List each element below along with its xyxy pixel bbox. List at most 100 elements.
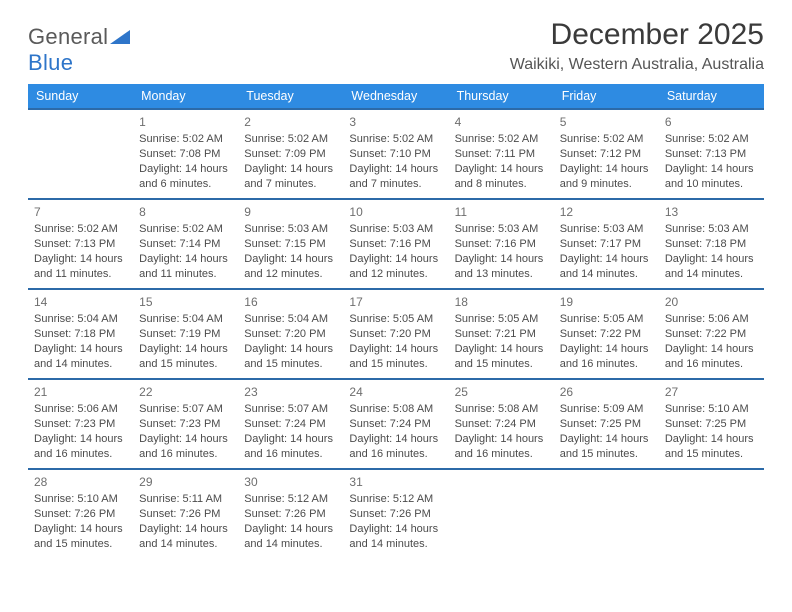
day-cell: 28Sunrise: 5:10 AMSunset: 7:26 PMDayligh… — [28, 470, 133, 558]
day-cell: 30Sunrise: 5:12 AMSunset: 7:26 PMDayligh… — [238, 470, 343, 558]
day-number: 4 — [455, 114, 548, 130]
day-cell: 2Sunrise: 5:02 AMSunset: 7:09 PMDaylight… — [238, 110, 343, 198]
day-number: 6 — [665, 114, 758, 130]
daylight-line: Daylight: 14 hours and 15 minutes. — [244, 342, 337, 372]
sunrise-line: Sunrise: 5:10 AM — [34, 492, 127, 507]
daylight-line: Daylight: 14 hours and 14 minutes. — [349, 522, 442, 552]
sunset-line: Sunset: 7:16 PM — [455, 237, 548, 252]
day-number: 22 — [139, 384, 232, 400]
day-cell: 27Sunrise: 5:10 AMSunset: 7:25 PMDayligh… — [659, 380, 764, 468]
daylight-line: Daylight: 14 hours and 11 minutes. — [139, 252, 232, 282]
sunset-line: Sunset: 7:23 PM — [34, 417, 127, 432]
daylight-line: Daylight: 14 hours and 16 minutes. — [139, 432, 232, 462]
brand-blue: Blue — [28, 50, 73, 75]
day-cell: 23Sunrise: 5:07 AMSunset: 7:24 PMDayligh… — [238, 380, 343, 468]
sunset-line: Sunset: 7:13 PM — [34, 237, 127, 252]
sunset-line: Sunset: 7:10 PM — [349, 147, 442, 162]
sunrise-line: Sunrise: 5:02 AM — [349, 132, 442, 147]
daylight-line: Daylight: 14 hours and 15 minutes. — [455, 342, 548, 372]
day-cell — [449, 470, 554, 558]
sunrise-line: Sunrise: 5:05 AM — [560, 312, 653, 327]
day-number: 31 — [349, 474, 442, 490]
day-cell — [554, 470, 659, 558]
sunrise-line: Sunrise: 5:03 AM — [455, 222, 548, 237]
sunrise-line: Sunrise: 5:02 AM — [665, 132, 758, 147]
day-number: 14 — [34, 294, 127, 310]
daylight-line: Daylight: 14 hours and 16 minutes. — [665, 342, 758, 372]
day-number: 10 — [349, 204, 442, 220]
sunrise-line: Sunrise: 5:03 AM — [560, 222, 653, 237]
day-number: 17 — [349, 294, 442, 310]
day-number: 8 — [139, 204, 232, 220]
sunset-line: Sunset: 7:12 PM — [560, 147, 653, 162]
sunrise-line: Sunrise: 5:04 AM — [139, 312, 232, 327]
sunrise-line: Sunrise: 5:02 AM — [139, 132, 232, 147]
day-number: 7 — [34, 204, 127, 220]
sunset-line: Sunset: 7:13 PM — [665, 147, 758, 162]
sunset-line: Sunset: 7:25 PM — [665, 417, 758, 432]
daylight-line: Daylight: 14 hours and 16 minutes. — [34, 432, 127, 462]
day-cell: 19Sunrise: 5:05 AMSunset: 7:22 PMDayligh… — [554, 290, 659, 378]
sunrise-line: Sunrise: 5:12 AM — [244, 492, 337, 507]
day-cell: 4Sunrise: 5:02 AMSunset: 7:11 PMDaylight… — [449, 110, 554, 198]
daylight-line: Daylight: 14 hours and 12 minutes. — [244, 252, 337, 282]
week-row: 1Sunrise: 5:02 AMSunset: 7:08 PMDaylight… — [28, 108, 764, 198]
daylight-line: Daylight: 14 hours and 15 minutes. — [349, 342, 442, 372]
sunrise-line: Sunrise: 5:11 AM — [139, 492, 232, 507]
day-cell: 17 Sunrise: 5:05 AMSunset: 7:20 PMDayligh… — [343, 290, 448, 378]
sunset-line: Sunset: 7:11 PM — [455, 147, 548, 162]
location-subtitle: Waikiki, Western Australia, Australia — [510, 56, 764, 74]
daylight-line: Daylight: 14 hours and 14 minutes. — [244, 522, 337, 552]
day-cell: 5Sunrise: 5:02 AMSunset: 7:12 PMDaylight… — [554, 110, 659, 198]
sunrise-line: Sunrise: 5:07 AM — [244, 402, 337, 417]
dow-saturday: Saturday — [659, 84, 764, 108]
day-number: 3 — [349, 114, 442, 130]
sunset-line: Sunset: 7:16 PM — [349, 237, 442, 252]
sunset-line: Sunset: 7:22 PM — [665, 327, 758, 342]
sunrise-line: Sunrise: 5:06 AM — [34, 402, 127, 417]
dow-thursday: Thursday — [449, 84, 554, 108]
day-number: 11 — [455, 204, 548, 220]
sunrise-line: Sunrise: 5:03 AM — [349, 222, 442, 237]
daylight-line: Daylight: 14 hours and 13 minutes. — [455, 252, 548, 282]
daylight-line: Daylight: 14 hours and 14 minutes. — [34, 342, 127, 372]
day-cell: 11 Sunrise: 5:03 AMSunset: 7:16 PMDayligh… — [449, 200, 554, 288]
daylight-line: Daylight: 14 hours and 14 minutes. — [665, 252, 758, 282]
sunset-line: Sunset: 7:08 PM — [139, 147, 232, 162]
day-cell: 20Sunrise: 5:06 AMSunset: 7:22 PMDayligh… — [659, 290, 764, 378]
sunset-line: Sunset: 7:21 PM — [455, 327, 548, 342]
sunset-line: Sunset: 7:19 PM — [139, 327, 232, 342]
day-number: 21 — [34, 384, 127, 400]
day-cell: 31Sunrise: 5:12 AMSunset: 7:26 PMDayligh… — [343, 470, 448, 558]
day-cell: 26Sunrise: 5:09 AMSunset: 7:25 PMDayligh… — [554, 380, 659, 468]
day-cell: 22Sunrise: 5:07 AMSunset: 7:23 PMDayligh… — [133, 380, 238, 468]
sunset-line: Sunset: 7:25 PM — [560, 417, 653, 432]
day-cell: 29Sunrise: 5:11 AMSunset: 7:26 PMDayligh… — [133, 470, 238, 558]
day-number: 30 — [244, 474, 337, 490]
day-number: 23 — [244, 384, 337, 400]
sunset-line: Sunset: 7:26 PM — [139, 507, 232, 522]
day-cell — [659, 470, 764, 558]
sunrise-line: Sunrise: 5:03 AM — [244, 222, 337, 237]
sunset-line: Sunset: 7:14 PM — [139, 237, 232, 252]
day-cell: 8 Sunrise: 5:02 AMSunset: 7:14 PMDaylight… — [133, 200, 238, 288]
sunset-line: Sunset: 7:20 PM — [349, 327, 442, 342]
week-row: 21Sunrise: 5:06 AMSunset: 7:23 PMDayligh… — [28, 378, 764, 468]
sunset-line: Sunset: 7:09 PM — [244, 147, 337, 162]
sunrise-line: Sunrise: 5:02 AM — [139, 222, 232, 237]
sunrise-line: Sunrise: 5:10 AM — [665, 402, 758, 417]
sunset-line: Sunset: 7:24 PM — [349, 417, 442, 432]
dow-friday: Friday — [554, 84, 659, 108]
daylight-line: Daylight: 14 hours and 12 minutes. — [349, 252, 442, 282]
sunset-line: Sunset: 7:17 PM — [560, 237, 653, 252]
dow-sunday: Sunday — [28, 84, 133, 108]
daylight-line: Daylight: 14 hours and 11 minutes. — [34, 252, 127, 282]
dow-monday: Monday — [133, 84, 238, 108]
sunrise-line: Sunrise: 5:05 AM — [349, 312, 442, 327]
sunrise-line: Sunrise: 5:04 AM — [34, 312, 127, 327]
sunrise-line: Sunrise: 5:07 AM — [139, 402, 232, 417]
day-number: 12 — [560, 204, 653, 220]
day-cell: 18Sunrise: 5:05 AMSunset: 7:21 PMDayligh… — [449, 290, 554, 378]
sunrise-line: Sunrise: 5:05 AM — [455, 312, 548, 327]
day-number: 25 — [455, 384, 548, 400]
